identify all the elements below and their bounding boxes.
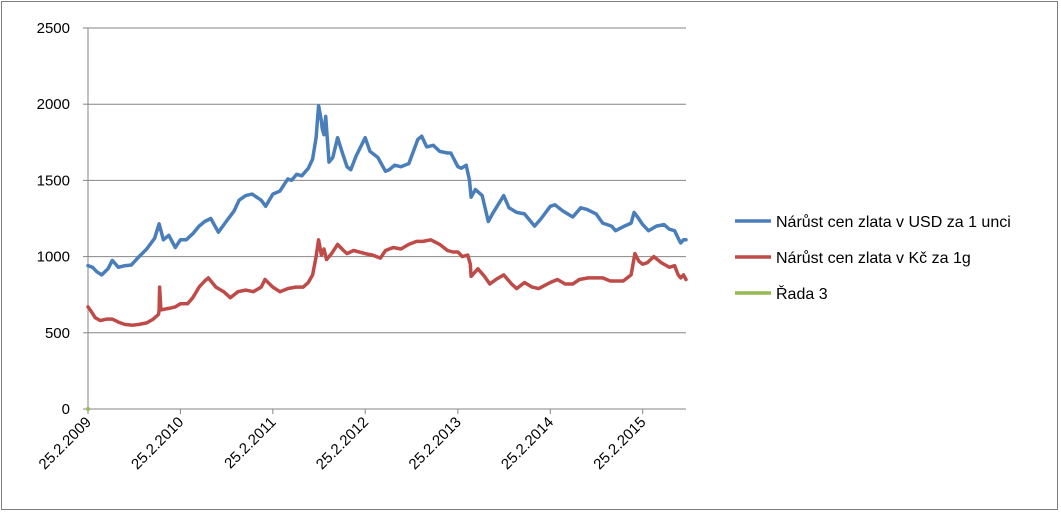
legend-label: Řada 3: [776, 284, 828, 303]
series-lines: [86, 103, 688, 411]
y-tick-label: 0: [62, 401, 70, 418]
legend-item: Nárůst cen zlata v Kč za 1g: [735, 249, 971, 267]
y-tick-label: 2500: [37, 20, 70, 37]
series-line-2: [86, 238, 688, 327]
x-axis: 25.2.2009 25.2.2010 25.2.2011 25.2.2012 25.2…: [36, 408, 686, 473]
gridlines: [88, 27, 686, 334]
y-tick-label: 1000: [37, 249, 70, 266]
legend-label: Nárůst cen zlata v Kč za 1g: [776, 249, 971, 267]
x-tick-label: 25.2.2012: [313, 414, 372, 473]
legend-item: Nárůst cen zlata v USD za 1 unci: [735, 213, 1011, 231]
x-tick-label: 25.2.2010: [128, 414, 187, 473]
y-axis: 0 500 1000 1500 2000 2500: [37, 20, 89, 418]
x-tick-label: 25.2.2014: [498, 414, 557, 473]
legend: Nárůst cen zlata v USD za 1 unci Nárůst c…: [735, 213, 1011, 303]
x-tick-label: 25.2.2013: [406, 414, 465, 473]
x-tick-label: 25.2.2011: [221, 414, 279, 472]
y-tick-label: 500: [45, 325, 70, 342]
series-point-3: [86, 407, 90, 411]
series-line-1: [86, 103, 688, 277]
y-tick-label: 2000: [37, 96, 70, 113]
legend-label: Nárůst cen zlata v USD za 1 unci: [776, 213, 1011, 231]
y-tick-label: 1500: [37, 172, 70, 189]
legend-item: Řada 3: [735, 284, 828, 303]
x-tick-label: 25.2.2015: [590, 414, 649, 473]
x-tick-label: 25.2.2009: [36, 414, 95, 473]
